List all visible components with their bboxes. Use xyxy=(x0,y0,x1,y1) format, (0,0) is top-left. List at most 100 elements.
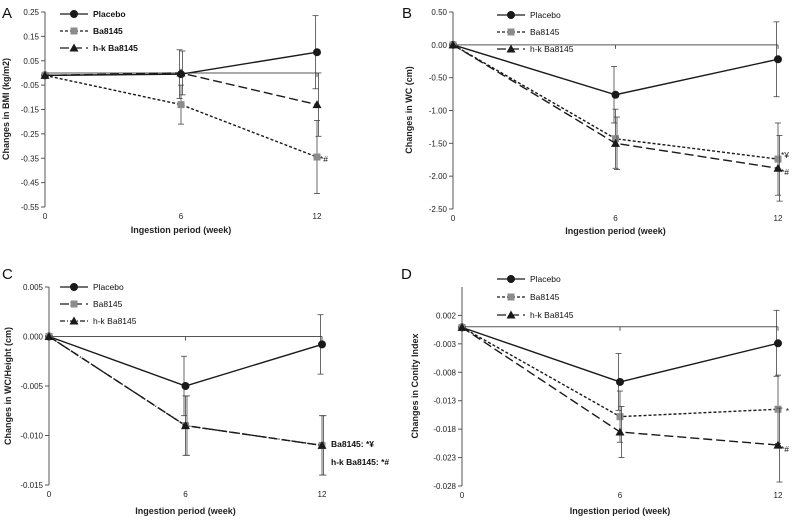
series-ba8145 xyxy=(41,71,321,194)
series-ba8145 xyxy=(45,333,326,476)
legend-marker xyxy=(69,316,79,325)
y-tick-label: -0.45 xyxy=(21,179,40,188)
x-tick-label: 6 xyxy=(618,491,623,500)
panel-letter: B xyxy=(402,5,412,22)
legend-marker xyxy=(506,310,516,319)
y-tick-label: -0.005 xyxy=(20,382,43,391)
significance-annotation: * xyxy=(786,406,790,416)
series-line xyxy=(48,335,323,387)
significance-annotation: *¥ xyxy=(781,150,789,160)
legend-label: h-k Ba8145 xyxy=(93,316,137,326)
legend-label: h-k Ba8145 xyxy=(530,310,574,320)
y-tick-label: -0.35 xyxy=(21,154,40,163)
x-tick-label: 12 xyxy=(774,214,783,223)
y-tick-label: -0.013 xyxy=(433,397,456,406)
legend-marker xyxy=(507,275,515,283)
data-point xyxy=(773,440,783,449)
data-point xyxy=(318,340,326,349)
data-point xyxy=(317,440,327,449)
x-axis-title: Ingestion period (week) xyxy=(565,226,666,236)
significance-annotation: *# xyxy=(320,154,328,164)
data-point xyxy=(313,48,321,57)
legend-marker xyxy=(507,293,515,301)
series-h-k-ba8145 xyxy=(448,40,783,202)
data-point xyxy=(611,90,620,99)
panel-letter: C xyxy=(2,266,13,283)
data-point xyxy=(773,163,783,172)
x-tick-label: 12 xyxy=(774,491,783,500)
x-tick-label: 6 xyxy=(179,212,184,221)
data-point xyxy=(616,413,624,421)
y-tick-label: 0.50 xyxy=(431,8,447,17)
legend-marker xyxy=(507,11,515,19)
series-h-k-ba8145 xyxy=(40,50,322,137)
data-point xyxy=(44,332,54,340)
x-tick-label: 12 xyxy=(313,212,322,221)
significance-annotation: *# xyxy=(781,167,789,177)
panel-d: D 0.002 -0.003 -0.008 -0.013 -0.018 -0.023 -0.0… xyxy=(401,266,790,516)
legend-marker xyxy=(70,300,78,308)
legend-marker xyxy=(70,283,78,291)
y-tick-label: -0.05 xyxy=(21,81,40,90)
data-point xyxy=(457,322,467,331)
legend: Placebo Ba8145 h-k Ba8145 xyxy=(497,10,574,54)
legend-marker xyxy=(70,10,78,18)
data-point xyxy=(774,155,782,163)
y-axis-title: Changes in WC/Height (cm) xyxy=(3,327,13,445)
panel-letter: D xyxy=(401,266,412,283)
y-axis-title: Changes in BMI (kg/m2) xyxy=(1,58,11,160)
series-line xyxy=(44,74,318,158)
y-tick-label: 0.05 xyxy=(23,57,39,66)
y-tick-label: -0.018 xyxy=(433,425,456,434)
y-tick-label: -0.003 xyxy=(433,340,456,349)
data-point xyxy=(312,100,322,109)
y-tick-label: -0.023 xyxy=(433,454,456,463)
data-point xyxy=(181,382,190,390)
y-tick-label: -0.010 xyxy=(20,432,43,441)
y-tick-label: -1.50 xyxy=(429,139,448,148)
panel-letter: A xyxy=(2,5,12,22)
data-point xyxy=(615,427,625,436)
y-tick-label: -2.00 xyxy=(429,172,448,181)
legend-label: Ba8145 xyxy=(530,27,560,37)
legend-label: Ba8145 xyxy=(93,26,123,36)
y-tick-label: -0.55 xyxy=(21,203,40,212)
legend-label: Ba8145 xyxy=(93,299,123,309)
legend-label: Placebo xyxy=(93,282,124,292)
series-line xyxy=(452,44,779,96)
x-tick-label: 0 xyxy=(43,212,48,221)
y-axis-title: Changes in WC (cm) xyxy=(404,66,414,154)
data-point xyxy=(611,138,620,147)
data-point xyxy=(774,339,782,348)
data-point xyxy=(313,153,321,161)
data-point xyxy=(774,55,782,64)
y-tick-label: 0.25 xyxy=(23,8,39,17)
legend-label: h-k Ba8145 xyxy=(93,43,138,53)
x-tick-label: 0 xyxy=(47,490,52,499)
legend-label: Placebo xyxy=(530,274,561,284)
legend: Placebo Ba8145 h-k Ba8145 xyxy=(60,282,137,326)
y-tick-label: 0.15 xyxy=(23,32,39,41)
legend-marker xyxy=(70,27,78,35)
y-tick-label: -0.015 xyxy=(20,481,43,490)
panel-a: A 0.25 0.15 0.05 -0.05 -0.15 -0.25 -0.35 -0.45 -0… xyxy=(1,5,328,235)
series-h-k-ba8145 xyxy=(44,332,327,476)
x-tick-label: 0 xyxy=(460,491,465,500)
series-line xyxy=(461,326,779,383)
y-tick-label: 0.002 xyxy=(436,311,457,320)
legend-marker xyxy=(506,44,516,53)
y-tick-label: -0.25 xyxy=(21,130,40,139)
data-point xyxy=(612,135,619,143)
panel-b: B 0.50 0.00 -0.50 -1.00 -1.50 -2.00 -2.500 6 12 In… xyxy=(402,5,789,236)
x-axis-title: Ingestion period (week) xyxy=(135,506,236,516)
legend: Placebo Ba8145 h-k Ba8145 xyxy=(497,274,574,320)
series-h-k-ba8145 xyxy=(457,322,783,483)
y-tick-label: -2.50 xyxy=(429,205,448,214)
legend-label: Placebo xyxy=(530,10,561,20)
data-point xyxy=(177,101,185,109)
y-axis-title: Changes in Conity Index xyxy=(410,333,420,438)
y-tick-label: -0.028 xyxy=(433,482,456,491)
legend-marker xyxy=(507,28,515,36)
legend-label: Ba8145 xyxy=(530,292,560,302)
y-tick-label: 0.00 xyxy=(431,41,447,50)
